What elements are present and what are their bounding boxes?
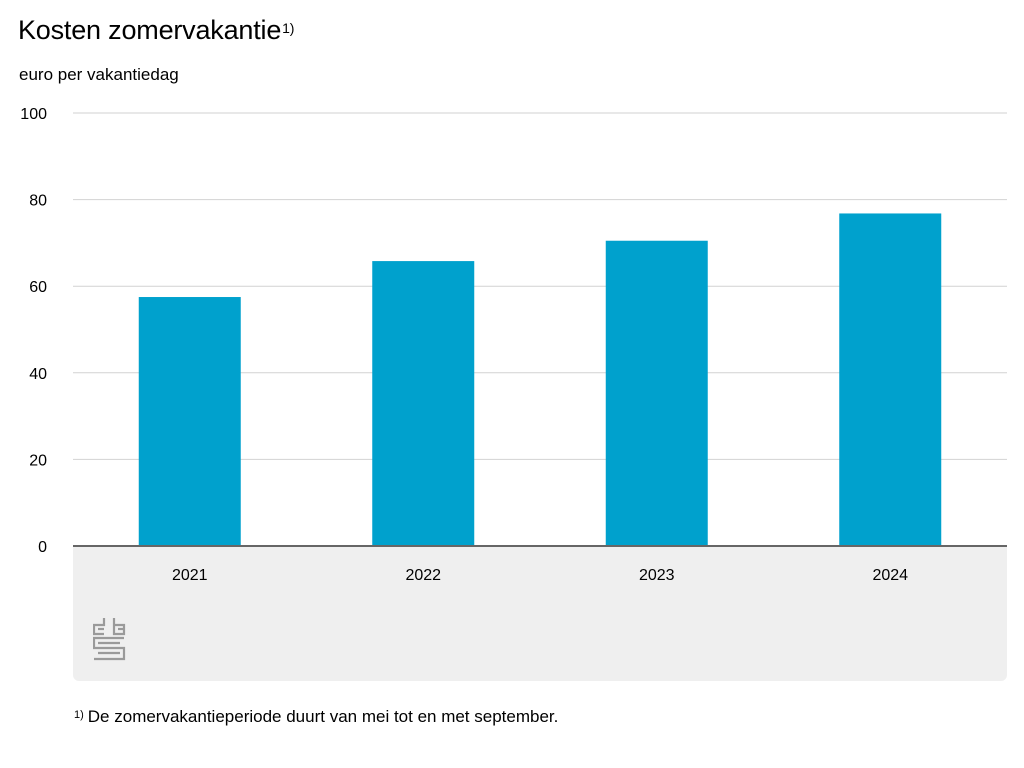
chart-title: Kosten zomervakantie1): [18, 12, 294, 48]
bar-2023: [605, 240, 708, 547]
footnote: 1) De zomervakantieperiode duurt van mei …: [74, 706, 558, 728]
x-tick-label: 2023: [639, 567, 675, 584]
bar-2024: [839, 213, 942, 546]
footnote-marker: 1): [74, 709, 84, 721]
x-axis-band: [73, 546, 1007, 681]
y-tick-label: 40: [29, 366, 47, 383]
title-footnote-marker: 1): [282, 20, 295, 36]
footnote-text: De zomervakantieperiode duurt van mei to…: [87, 707, 559, 726]
x-tick-label: 2024: [872, 567, 908, 584]
y-tick-label: 0: [38, 539, 47, 556]
bar-2021: [138, 297, 241, 546]
y-tick-label: 60: [29, 279, 47, 296]
cbs-logo-icon: [93, 618, 126, 661]
y-tick-label: 100: [20, 106, 47, 123]
x-tick-label: 2022: [405, 567, 441, 584]
y-tick-label: 80: [29, 193, 47, 210]
x-tick-label: 2021: [172, 567, 208, 584]
y-axis-unit-label: euro per vakantiedag: [19, 65, 179, 84]
bar-2022: [372, 261, 475, 546]
y-tick-label: 20: [29, 452, 47, 469]
chart-title-text: Kosten zomervakantie: [18, 15, 282, 45]
